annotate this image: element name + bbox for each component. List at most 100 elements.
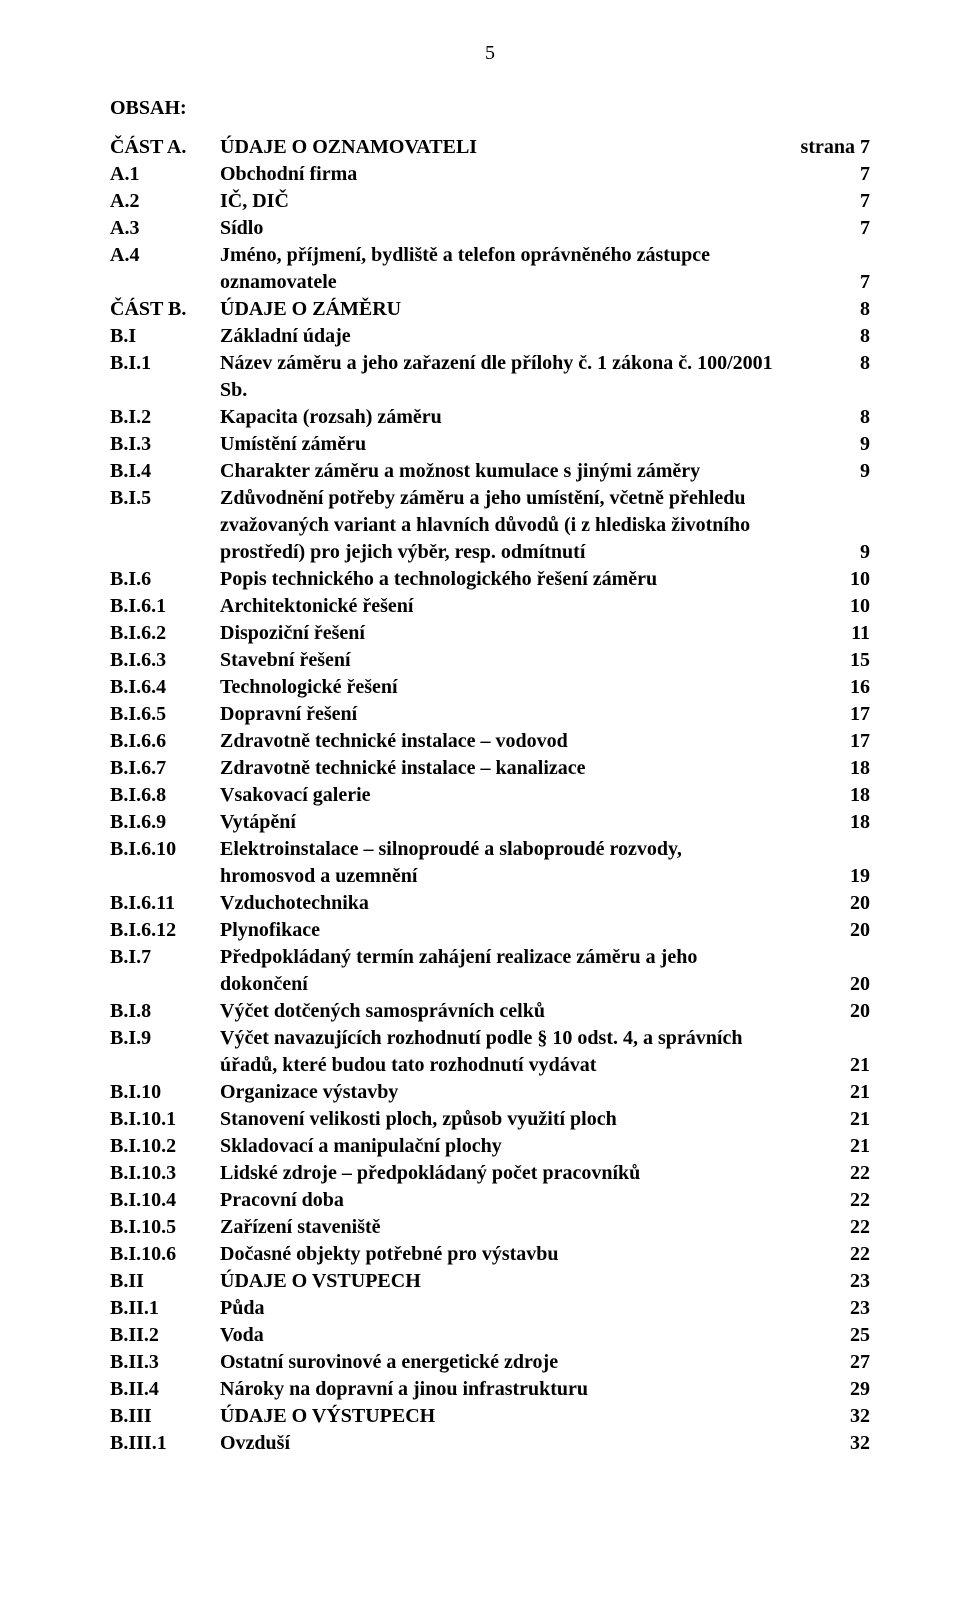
toc-title: Kapacita (rozsah) záměru: [220, 404, 790, 431]
toc-label-spacer: [110, 269, 220, 296]
toc-row: B.I.6.6Zdravotně technické instalace – v…: [110, 728, 870, 755]
toc-label: B.III: [110, 1403, 220, 1430]
toc-title: Popis technického a technologického řeše…: [220, 566, 790, 593]
toc-label: B.I.10.4: [110, 1187, 220, 1214]
toc-row: B.II.2Voda25: [110, 1322, 870, 1349]
toc-row: B.I.7Předpokládaný termín zahájení reali…: [110, 944, 870, 971]
toc-title: Předpokládaný termín zahájení realizace …: [220, 944, 870, 971]
toc-row: B.I.10.2Skladovací a manipulační plochy2…: [110, 1133, 870, 1160]
toc-label: B.II.2: [110, 1322, 220, 1349]
toc-row: ČÁST B.ÚDAJE O ZÁMĚRU8: [110, 296, 870, 323]
toc-title: Dispoziční řešení: [220, 620, 790, 647]
toc-row: B.I.10Organizace výstavby21: [110, 1079, 870, 1106]
toc-row: B.I.6Popis technického a technologického…: [110, 566, 870, 593]
toc-title: Výčet dotčených samosprávních celků: [220, 998, 790, 1025]
toc-page: 21: [790, 1133, 870, 1160]
toc-label-spacer: [110, 539, 220, 566]
toc-title: Pracovní doba: [220, 1187, 790, 1214]
toc-label: A.1: [110, 161, 220, 188]
toc-page: 32: [790, 1403, 870, 1430]
toc-page: 9: [790, 539, 870, 566]
toc-page: 22: [790, 1160, 870, 1187]
toc-title: úřadů, které budou tato rozhodnutí vydáv…: [220, 1052, 790, 1079]
toc-row: B.I.10.1Stanovení velikosti ploch, způso…: [110, 1106, 870, 1133]
toc-label: B.II: [110, 1268, 220, 1295]
toc-row-continuation: prostředí) pro jejich výběr, resp. odmít…: [110, 539, 870, 566]
toc-title: Zdravotně technické instalace – vodovod: [220, 728, 790, 755]
toc-title: Elektroinstalace – silnoproudé a slabopr…: [220, 836, 870, 863]
table-of-contents: ČÁST A.ÚDAJE O OZNAMOVATELIstrana 7A.1Ob…: [110, 134, 870, 1457]
toc-page: 8: [790, 350, 870, 377]
toc-row: B.I.6.4Technologické řešení16: [110, 674, 870, 701]
toc-page: 17: [790, 701, 870, 728]
toc-label: B.I.6.5: [110, 701, 220, 728]
toc-title: prostředí) pro jejich výběr, resp. odmít…: [220, 539, 790, 566]
toc-label: B.I.6.1: [110, 593, 220, 620]
toc-page: 23: [790, 1268, 870, 1295]
toc-title: IČ, DIČ: [220, 188, 790, 215]
toc-page: 9: [790, 431, 870, 458]
toc-page: 22: [790, 1214, 870, 1241]
toc-label: B.I.9: [110, 1025, 220, 1052]
toc-row: B.I.6.5Dopravní řešení17: [110, 701, 870, 728]
toc-label: B.I.10.1: [110, 1106, 220, 1133]
toc-title: Jméno, příjmení, bydliště a telefon oprá…: [220, 242, 870, 269]
toc-title: Voda: [220, 1322, 790, 1349]
toc-title: oznamovatele: [220, 269, 790, 296]
toc-label: B.III.1: [110, 1430, 220, 1457]
toc-page: 7: [790, 188, 870, 215]
toc-row: B.IIÚDAJE O VSTUPECH23: [110, 1268, 870, 1295]
toc-page: strana 7: [700, 134, 870, 161]
toc-row: B.I.5Zdůvodnění potřeby záměru a jeho um…: [110, 485, 870, 512]
toc-row: B.II.4Nároky na dopravní a jinou infrast…: [110, 1376, 870, 1403]
toc-row: A.2IČ, DIČ7: [110, 188, 870, 215]
toc-title: Lidské zdroje – předpokládaný počet prac…: [220, 1160, 790, 1187]
toc-row: B.I.2Kapacita (rozsah) záměru8: [110, 404, 870, 431]
toc-page: 7: [790, 269, 870, 296]
toc-row: B.I.9Výčet navazujících rozhodnutí podle…: [110, 1025, 870, 1052]
toc-page: 7: [790, 215, 870, 242]
toc-title: dokončení: [220, 971, 790, 998]
toc-label: B.I.2: [110, 404, 220, 431]
toc-label: B.I.6.2: [110, 620, 220, 647]
toc-title: Obchodní firma: [220, 161, 790, 188]
toc-title: zvažovaných variant a hlavních důvodů (i…: [220, 512, 870, 539]
toc-label-spacer: [110, 1052, 220, 1079]
toc-row: B.I.6.10Elektroinstalace – silnoproudé a…: [110, 836, 870, 863]
toc-title: Dočasné objekty potřebné pro výstavbu: [220, 1241, 790, 1268]
toc-page: 10: [790, 593, 870, 620]
toc-row: B.IZákladní údaje8: [110, 323, 870, 350]
toc-row-continuation: dokončení20: [110, 971, 870, 998]
toc-row: B.I.10.3Lidské zdroje – předpokládaný po…: [110, 1160, 870, 1187]
toc-label: B.II.4: [110, 1376, 220, 1403]
toc-label: B.I.6.12: [110, 917, 220, 944]
toc-label: A.2: [110, 188, 220, 215]
toc-page: 8: [790, 404, 870, 431]
toc-label: B.I.8: [110, 998, 220, 1025]
toc-title: Vsakovací galerie: [220, 782, 790, 809]
toc-title: Skladovací a manipulační plochy: [220, 1133, 790, 1160]
toc-page: 22: [790, 1187, 870, 1214]
toc-row: B.I.6.1Architektonické řešení10: [110, 593, 870, 620]
toc-title: Charakter záměru a možnost kumulace s ji…: [220, 458, 790, 485]
toc-label: ČÁST B.: [110, 296, 220, 323]
toc-page: 8: [790, 323, 870, 350]
toc-title: ÚDAJE O VSTUPECH: [220, 1268, 790, 1295]
toc-row: B.IIIÚDAJE O VÝSTUPECH32: [110, 1403, 870, 1430]
toc-page: 18: [790, 809, 870, 836]
toc-label: B.I.5: [110, 485, 220, 512]
toc-row: B.I.8Výčet dotčených samosprávních celků…: [110, 998, 870, 1025]
toc-title: Základní údaje: [220, 323, 790, 350]
toc-title: Ovzduší: [220, 1430, 790, 1457]
toc-row-continuation: hromosvod a uzemnění19: [110, 863, 870, 890]
toc-label: B.I.10.5: [110, 1214, 220, 1241]
toc-label: B.I.6.4: [110, 674, 220, 701]
toc-row: B.III.1Ovzduší32: [110, 1430, 870, 1457]
toc-title: Stanovení velikosti ploch, způsob využit…: [220, 1106, 790, 1133]
toc-page: 23: [790, 1295, 870, 1322]
toc-row: B.II.1Půda23: [110, 1295, 870, 1322]
toc-page: 21: [790, 1079, 870, 1106]
toc-label: B.I: [110, 323, 220, 350]
toc-title: Plynofikace: [220, 917, 790, 944]
toc-page: 25: [790, 1322, 870, 1349]
